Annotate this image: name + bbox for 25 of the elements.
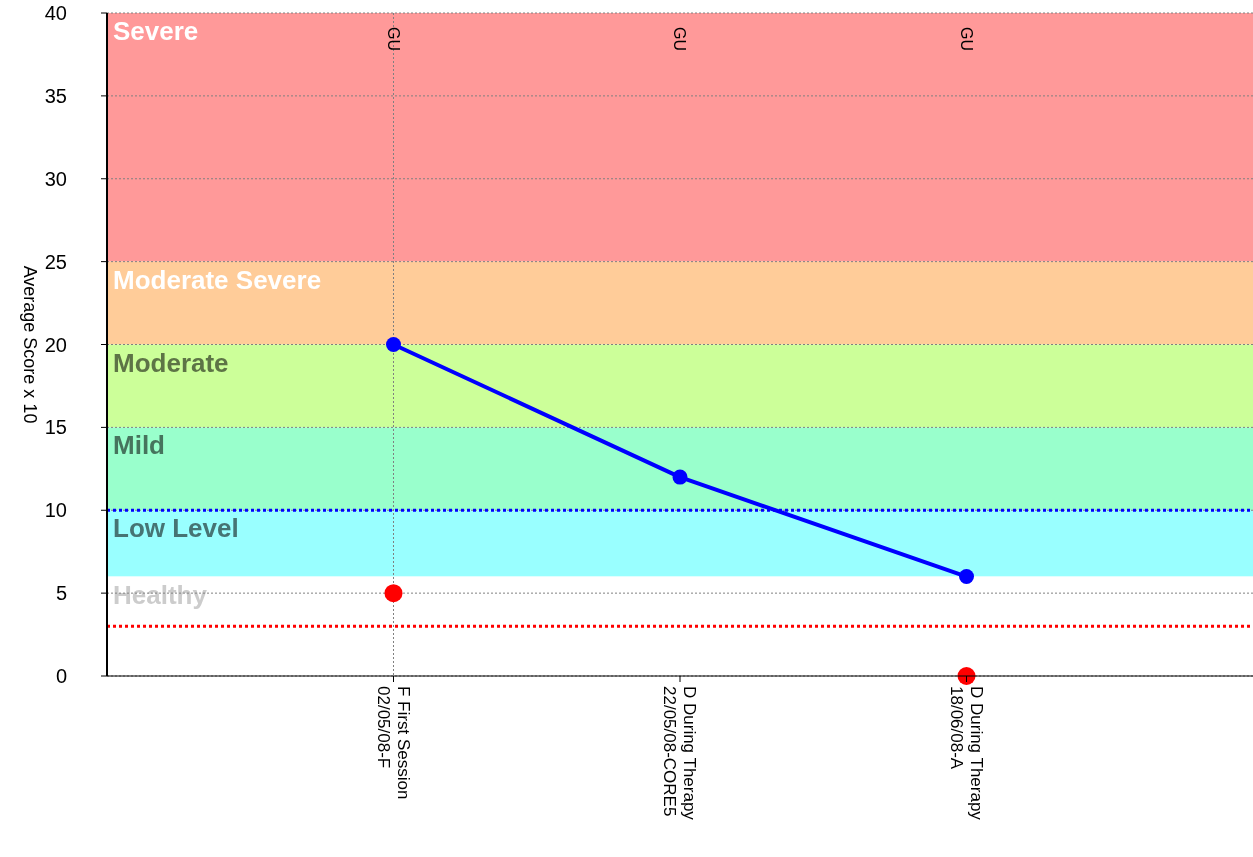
x-tick-label: D During Therapy 22/05/08-CORE5	[660, 686, 699, 821]
band-label: Moderate	[113, 347, 229, 378]
y-tick-label: 0	[55, 665, 67, 687]
y-tick-label: 40	[44, 2, 67, 24]
y-tick-label: 30	[44, 167, 67, 190]
y-tick-label: 10	[44, 499, 67, 522]
y-tick-label: 20	[44, 333, 67, 356]
x-tick-label: D During Therapy 18/06/08-A	[946, 686, 986, 821]
y-axis-title: Average Score x 10	[20, 265, 40, 424]
x-tick-label: F First Session 02/05/08-F	[373, 686, 413, 800]
y-tick-label: 15	[44, 416, 67, 439]
y-tick-label: 5	[55, 582, 67, 605]
point	[384, 584, 403, 603]
y-tick-label: 35	[44, 84, 67, 107]
point	[672, 469, 688, 485]
point	[959, 569, 974, 585]
point	[386, 337, 401, 352]
annotation: GU	[671, 27, 689, 51]
y-tick-label: 25	[44, 250, 67, 273]
band-label: Moderate Severe	[113, 264, 322, 295]
annotation: GU	[384, 27, 402, 51]
annotation: GU	[957, 27, 975, 51]
band-label: Severe	[113, 16, 199, 46]
band-label: Mild	[113, 430, 165, 461]
band-label: Low Level	[113, 513, 239, 544]
